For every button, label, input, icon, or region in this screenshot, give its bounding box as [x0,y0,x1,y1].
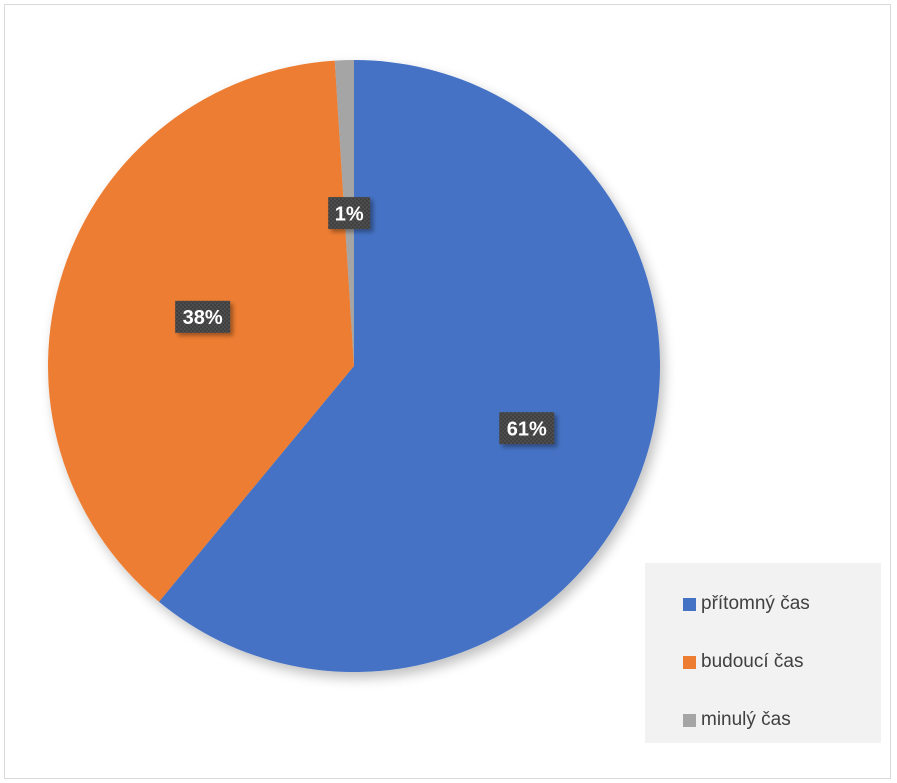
svg-text:61%: 61% [507,418,547,440]
data-label-past: 1% [328,197,371,230]
legend-item: minulý čas [645,691,881,749]
legend-label: přítomný čas [701,593,810,614]
legend-item: budoucí čas [645,633,881,691]
svg-text:1%: 1% [335,203,364,225]
legend-swatch-future [683,655,696,669]
legend-swatch-present [683,597,696,611]
legend-item: přítomný čas [645,575,881,633]
legend: přítomný čas budoucí čas minulý čas [645,563,881,743]
svg-text:38%: 38% [183,307,223,329]
data-label-present: 61% [499,412,555,445]
data-label-future: 38% [175,300,231,333]
legend-label: minulý čas [701,709,791,730]
legend-swatch-past [683,713,696,727]
legend-label: budoucí čas [701,651,804,672]
slice-present [158,60,661,672]
